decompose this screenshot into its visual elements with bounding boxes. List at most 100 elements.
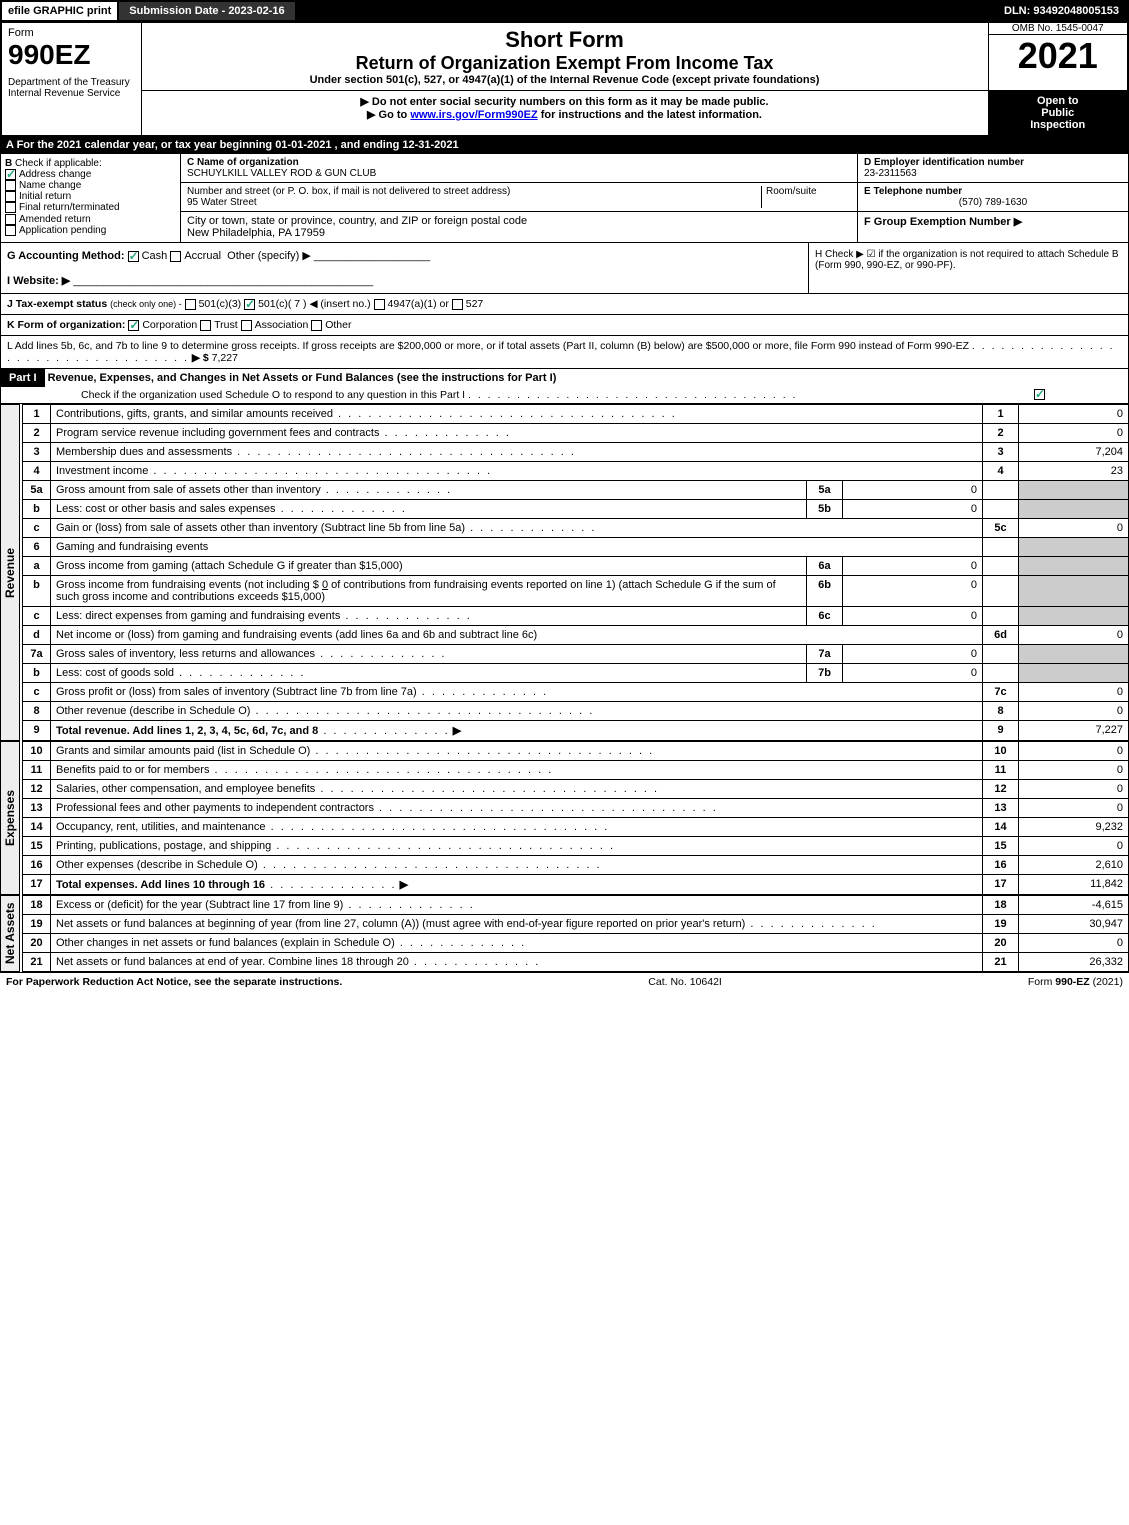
line-val: 30,947 (1019, 915, 1129, 934)
omb-number: OMB No. 1545-0047 (989, 23, 1128, 35)
line-ref: 16 (983, 856, 1019, 875)
page-footer: For Paperwork Reduction Act Notice, see … (0, 972, 1129, 991)
title-short-form: Short Form (148, 27, 982, 53)
checkbox-accrual[interactable] (170, 251, 181, 262)
form-header: Form 990EZ Department of the Treasury In… (0, 22, 1129, 137)
line-desc: Professional fees and other payments to … (56, 802, 374, 814)
assoc-label: Association (255, 319, 309, 331)
table-row: bLess: cost or other basis and sales exp… (23, 500, 1129, 519)
opt-527: 527 (466, 298, 484, 310)
checkbox-527[interactable] (452, 299, 463, 310)
line-num: 10 (23, 742, 51, 761)
line-val: 0 (1019, 761, 1129, 780)
street-value: 95 Water Street (187, 197, 257, 208)
bullet-no-ssn: ▶ Do not enter social security numbers o… (148, 95, 982, 108)
gray-cell (983, 557, 1019, 576)
part1-label: Part I (1, 369, 45, 387)
c-name-label: C Name of organization (187, 157, 299, 168)
line-ref: 12 (983, 780, 1019, 799)
checkbox-association[interactable] (241, 320, 252, 331)
cash-label: Cash (142, 250, 168, 262)
f-group-exemption: F Group Exemption Number ▶ (864, 216, 1022, 228)
line-desc: Less: cost or other basis and sales expe… (56, 503, 276, 515)
checkbox-501c[interactable] (244, 299, 255, 310)
checkbox-cash[interactable] (128, 251, 139, 262)
line-num: 2 (23, 424, 51, 443)
table-row: 13Professional fees and other payments t… (23, 799, 1129, 818)
gray-cell (983, 481, 1019, 500)
goto-pre: ▶ Go to (367, 109, 410, 121)
line-desc: Other expenses (describe in Schedule O) (56, 859, 258, 871)
line-num: c (23, 607, 51, 626)
line-val: 0 (1019, 742, 1129, 761)
netassets-side-label: Net Assets (0, 895, 20, 972)
line-val: 2,610 (1019, 856, 1129, 875)
line-ref: 8 (983, 702, 1019, 721)
part1-title: Revenue, Expenses, and Changes in Net As… (48, 372, 557, 384)
line-num: 16 (23, 856, 51, 875)
line-num: 6 (23, 538, 51, 557)
sub-val: 0 (843, 557, 983, 576)
line-ref: 20 (983, 934, 1019, 953)
line-val: 0 (1019, 424, 1129, 443)
line-num: 4 (23, 462, 51, 481)
checkbox-trust[interactable] (200, 320, 211, 331)
footer-form-ref: Form 990-EZ (2021) (1028, 976, 1123, 988)
line-num: 1 (23, 405, 51, 424)
checkbox-application-pending[interactable] (5, 225, 16, 236)
gray-cell (983, 664, 1019, 683)
table-row: 6Gaming and fundraising events (23, 538, 1129, 557)
checkbox-4947[interactable] (374, 299, 385, 310)
gray-cell (1019, 557, 1129, 576)
checkbox-amended-return[interactable] (5, 214, 16, 225)
column-b: B Check if applicable: Address change Na… (1, 154, 181, 242)
checkbox-other-org[interactable] (311, 320, 322, 331)
submission-date-button[interactable]: Submission Date - 2023-02-16 (119, 2, 296, 20)
part1-header-row: Part I Revenue, Expenses, and Changes in… (0, 369, 1129, 404)
dln-label: DLN: 93492048005153 (996, 2, 1127, 20)
corp-label: Corporation (142, 319, 197, 331)
top-bar: efile GRAPHIC print Submission Date - 20… (0, 0, 1129, 22)
table-row: 4Investment income423 (23, 462, 1129, 481)
line-desc: Other changes in net assets or fund bala… (56, 937, 395, 949)
table-row: 17Total expenses. Add lines 10 through 1… (23, 875, 1129, 895)
checkbox-initial-return[interactable] (5, 191, 16, 202)
line-desc: Membership dues and assessments (56, 446, 232, 458)
sub-val: 0 (843, 664, 983, 683)
amended-label: Amended return (19, 214, 91, 225)
l-arrow: ▶ $ (192, 352, 209, 364)
org-name: SCHUYLKILL VALLEY ROD & GUN CLUB (187, 168, 376, 179)
sub-ref: 5a (807, 481, 843, 500)
checkbox-address-change[interactable] (5, 169, 16, 180)
final-label: Final return/terminated (19, 203, 120, 214)
line-desc: Gaming and fundraising events (51, 538, 983, 557)
line-val: 0 (1019, 837, 1129, 856)
sub-ref: 7a (807, 645, 843, 664)
irs-link[interactable]: www.irs.gov/Form990EZ (410, 109, 537, 121)
line-val: 0 (1019, 799, 1129, 818)
checkbox-name-change[interactable] (5, 180, 16, 191)
line-num: 19 (23, 915, 51, 934)
line-val: 0 (1019, 702, 1129, 721)
line-val: 0 (1019, 934, 1129, 953)
checkbox-final-return[interactable] (5, 202, 16, 213)
gray-cell (1019, 664, 1129, 683)
table-row: 15Printing, publications, postage, and s… (23, 837, 1129, 856)
line-num: 12 (23, 780, 51, 799)
j-label: J Tax-exempt status (7, 298, 107, 310)
name-change-label: Name change (19, 180, 81, 191)
checkbox-schedule-o[interactable] (1034, 389, 1045, 400)
line-num: d (23, 626, 51, 645)
title-main: Return of Organization Exempt From Incom… (148, 53, 982, 74)
open-line3: Inspection (995, 119, 1122, 131)
efile-print-button[interactable]: efile GRAPHIC print (2, 2, 119, 20)
checkbox-corporation[interactable] (128, 320, 139, 331)
checkbox-501c3[interactable] (185, 299, 196, 310)
line-num: 8 (23, 702, 51, 721)
line-desc: Gross income from fundraising events (no… (56, 579, 319, 591)
line-j: J Tax-exempt status (check only one) - 5… (0, 294, 1129, 315)
line-ref: 5c (983, 519, 1019, 538)
line-val: 0 (1019, 780, 1129, 799)
line-num: c (23, 683, 51, 702)
sub-ref: 7b (807, 664, 843, 683)
